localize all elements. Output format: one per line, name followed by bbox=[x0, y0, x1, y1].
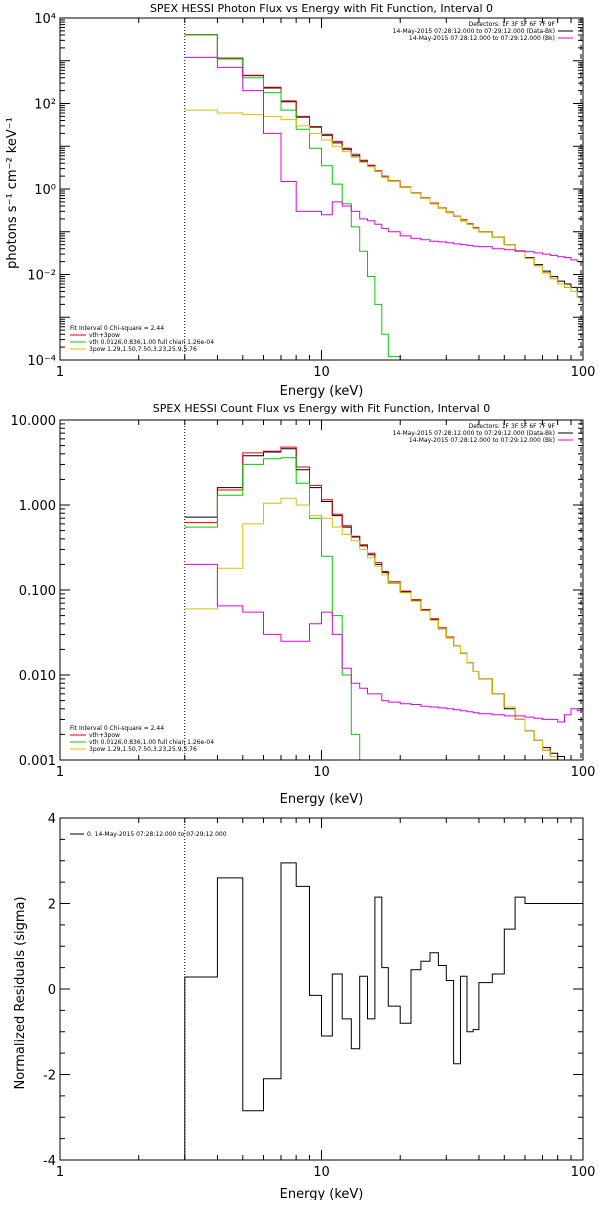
x-tick-label: 10 bbox=[313, 765, 330, 780]
y-tick-label: 2 bbox=[48, 898, 56, 913]
legend-entry: Fit Interval 0 Chi-square = 2.44 bbox=[70, 725, 164, 732]
x-tick-label: 100 bbox=[571, 765, 596, 780]
y-axis-label: Normalized Residuals (sigma) bbox=[13, 896, 28, 1089]
y-tick-label: 1.000 bbox=[19, 499, 56, 514]
chart-panel-2: SPEX HESSI Count Flux vs Energy with Fit… bbox=[11, 402, 596, 807]
y-tick-label: 10⁴ bbox=[34, 12, 56, 27]
series-residuals bbox=[184, 862, 583, 1160]
series-bk bbox=[184, 56, 583, 263]
series-vth-3pow bbox=[184, 34, 583, 298]
legend-entry: vth 0.0126,0.836,1.00 full chian 1.26e-0… bbox=[89, 339, 214, 346]
x-tick-label: 100 bbox=[571, 1165, 596, 1180]
y-tick-label: 4 bbox=[48, 812, 56, 827]
series-3pow bbox=[184, 497, 583, 760]
legend-entry: 14-May-2015 07:28:12.000 to 07:29:12.000… bbox=[393, 28, 555, 35]
x-axis-label: Energy (keV) bbox=[280, 1187, 364, 1200]
legend-entry: vth+3pow bbox=[89, 332, 120, 339]
x-axis-label: Energy (keV) bbox=[280, 384, 364, 399]
legend-top-right: Detectors: 1F 3F 5F 6F 7F 9F14-May-2015 … bbox=[393, 21, 573, 42]
legend-entry: 0. 14-May-2015 07:28:12.000 to 07:29:12.… bbox=[87, 831, 227, 838]
series-bk bbox=[184, 563, 583, 723]
series-vth bbox=[184, 457, 583, 760]
series-data-bk bbox=[184, 34, 583, 292]
x-tick-label: 1 bbox=[56, 765, 64, 780]
chart-title: SPEX HESSI Count Flux vs Energy with Fit… bbox=[153, 402, 490, 415]
y-tick-label: 10⁰ bbox=[34, 183, 56, 198]
y-tick-label: 0.001 bbox=[19, 754, 56, 769]
legend-entry: 14-May-2015 07:28:12.000 to 07:29:12.000… bbox=[409, 35, 555, 42]
plot-frame bbox=[59, 17, 584, 361]
series-vth bbox=[184, 34, 583, 360]
legend-top-right: Detectors: 1F 3F 5F 6F 7F 9F14-May-2015 … bbox=[393, 423, 573, 444]
legend-entry: 14-May-2015 07:28:12.000 to 07:29:12.000… bbox=[409, 437, 555, 444]
legend-entry: Fit Interval 0 Chi-square = 2.44 bbox=[70, 325, 164, 332]
y-tick-label: -2 bbox=[43, 1069, 56, 1084]
x-axis-label: Energy (keV) bbox=[280, 792, 364, 807]
y-tick-label: 10² bbox=[34, 98, 56, 113]
plot-frame bbox=[59, 817, 584, 1161]
legend-entry: vth+3pow bbox=[89, 732, 120, 739]
y-tick-label: 10.000 bbox=[11, 414, 57, 429]
y-tick-label: 10⁻⁴ bbox=[27, 354, 56, 369]
x-tick-label: 100 bbox=[571, 365, 596, 380]
x-tick-label: 1 bbox=[56, 1165, 64, 1180]
legend-entry: Detectors: 1F 3F 5F 6F 7F 9F bbox=[469, 21, 556, 28]
legend-bottom-left: Fit Interval 0 Chi-square = 2.44vth+3pow… bbox=[70, 725, 214, 753]
legend-top-left: 0. 14-May-2015 07:28:12.000 to 07:29:12.… bbox=[70, 831, 227, 838]
x-tick-label: 1 bbox=[56, 365, 64, 380]
legend-entry: 14-May-2015 07:28:12.000 to 07:29:12.000… bbox=[393, 430, 555, 437]
x-tick-label: 10 bbox=[313, 365, 330, 380]
chart-panel-3: 1 10 100 Energy (keV) -4 -2 0 2 4 Normalized Resi… bbox=[13, 812, 596, 1202]
y-tick-label: -4 bbox=[43, 1154, 56, 1169]
chart-panel-1: SPEX HESSI Photon Flux vs Energy with Fi… bbox=[5, 2, 595, 399]
y-axis-label: photons s⁻¹ cm⁻² keV⁻¹ bbox=[5, 117, 20, 269]
y-tick-label: 0.100 bbox=[19, 584, 56, 599]
series-data-bk bbox=[184, 448, 583, 760]
y-tick-label: 0.010 bbox=[19, 669, 56, 684]
legend-entry: Detectors: 1F 3F 5F 6F 7F 9F bbox=[469, 423, 556, 430]
y-tick-label: 0 bbox=[48, 983, 56, 998]
legend-entry: 3pow 1.29,1.50,7.50,3.23,25.9,5.76 bbox=[89, 346, 197, 353]
y-tick-label: 10⁻² bbox=[27, 269, 56, 284]
legend-bottom-left: Fit Interval 0 Chi-square = 2.44vth+3pow… bbox=[70, 325, 214, 353]
series-3pow bbox=[184, 109, 583, 298]
legend-entry: 3pow 1.29,1.50,7.50,3.23,25.9,5.76 bbox=[89, 746, 197, 753]
x-tick-label: 10 bbox=[313, 1165, 330, 1180]
series-vth-3pow bbox=[184, 446, 583, 760]
chart-title: SPEX HESSI Photon Flux vs Energy with Fi… bbox=[150, 2, 493, 15]
legend-entry: vth 0.0126,0.836,1.00 full chian 1.26e-0… bbox=[89, 739, 214, 746]
